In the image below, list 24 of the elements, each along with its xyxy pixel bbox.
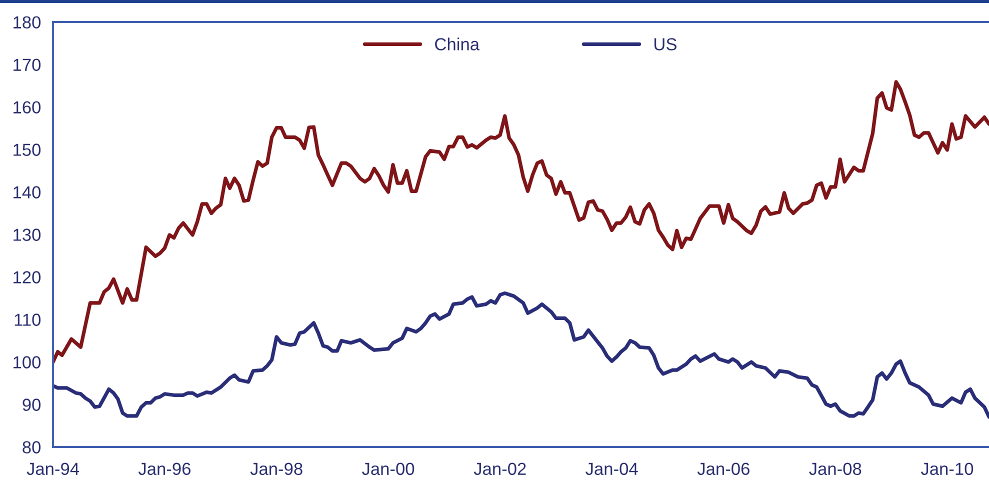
line-series bbox=[53, 291, 989, 419]
y-tick-label: 120 bbox=[14, 271, 41, 284]
x-tick-label: Jan-10 bbox=[920, 462, 974, 476]
line-series bbox=[53, 80, 989, 364]
legend-label: US bbox=[654, 38, 676, 50]
y-tick-label: 140 bbox=[14, 186, 41, 198]
x-tick-label: Jan-02 bbox=[474, 462, 526, 476]
y-tick-label: 170 bbox=[14, 58, 41, 71]
x-tick-label: Jan-06 bbox=[697, 462, 750, 476]
y-tick-label: 180 bbox=[14, 16, 41, 28]
y-tick-label: 80 bbox=[22, 441, 41, 454]
x-tick-label: Jan-00 bbox=[362, 462, 414, 476]
x-tick-label: Jan-04 bbox=[586, 462, 638, 476]
x-tick-label: Jan-08 bbox=[809, 462, 862, 476]
x-tick-label: Jan-94 bbox=[26, 462, 80, 476]
y-tick-label: 90 bbox=[22, 398, 41, 411]
y-tick-label: 130 bbox=[14, 228, 41, 241]
x-tick-label: Jan-98 bbox=[250, 462, 302, 476]
x-tick-label: Jan-96 bbox=[138, 462, 190, 476]
legend-label: China bbox=[435, 38, 480, 50]
y-tick-label: 150 bbox=[14, 144, 41, 156]
y-tick-label: 100 bbox=[14, 356, 41, 368]
y-tick-label: 110 bbox=[14, 314, 41, 326]
y-tick-label: 160 bbox=[14, 101, 41, 114]
